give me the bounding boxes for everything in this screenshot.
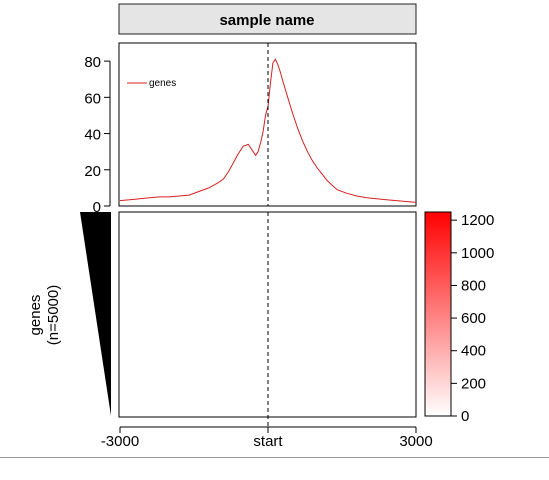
colorbar-tick-label: 0 [461, 408, 469, 425]
colorbar-tick-label: 800 [461, 277, 486, 294]
colorbar-tick-label: 200 [461, 375, 486, 392]
heatmap-x-axis: -3000 start 3000 [101, 426, 433, 450]
heatmap-x-tick-label: start [253, 433, 283, 450]
colorbar-tick-label: 1000 [461, 245, 494, 262]
colorbar: 0 200 400 600 800 1000 1200 [424, 211, 494, 425]
bottom-divider [0, 457, 549, 458]
profile-y-tick-label: 20 [84, 163, 101, 180]
heatmap-x-tick-label: 3000 [399, 433, 432, 450]
colorbar-gradient [424, 211, 452, 417]
heatmap-y-label-text: genes(n=5000) [27, 285, 62, 345]
profile-y-axis: 0 20 40 60 80 [84, 54, 111, 216]
profile-panel: 0 20 40 60 80 genes [84, 42, 417, 216]
colorbar-tick-label: 600 [461, 310, 486, 327]
profile-y-tick-label: 60 [84, 90, 101, 107]
colorbar-tick-label: 1200 [461, 212, 494, 229]
title-strip [118, 3, 417, 35]
profile-y-tick-label: 0 [93, 199, 101, 216]
profile-y-tick-label: 80 [84, 54, 101, 71]
profile-legend: genes [127, 78, 176, 89]
colorbar-ticks: 0 200 400 600 800 1000 1200 [451, 212, 494, 425]
heatmap-panel: -3000 start 3000 [101, 211, 433, 450]
legend-label-genes: genes [149, 78, 176, 89]
heatmap-x-tick-label: -3000 [101, 433, 139, 450]
heatmap-y-label: genes(n=5000) [27, 285, 62, 345]
profile-y-tick-label: 40 [84, 127, 101, 144]
chart-title: sample name [219, 12, 314, 29]
colorbar-tick-label: 400 [461, 343, 486, 360]
gene-order-wedge [80, 212, 111, 416]
